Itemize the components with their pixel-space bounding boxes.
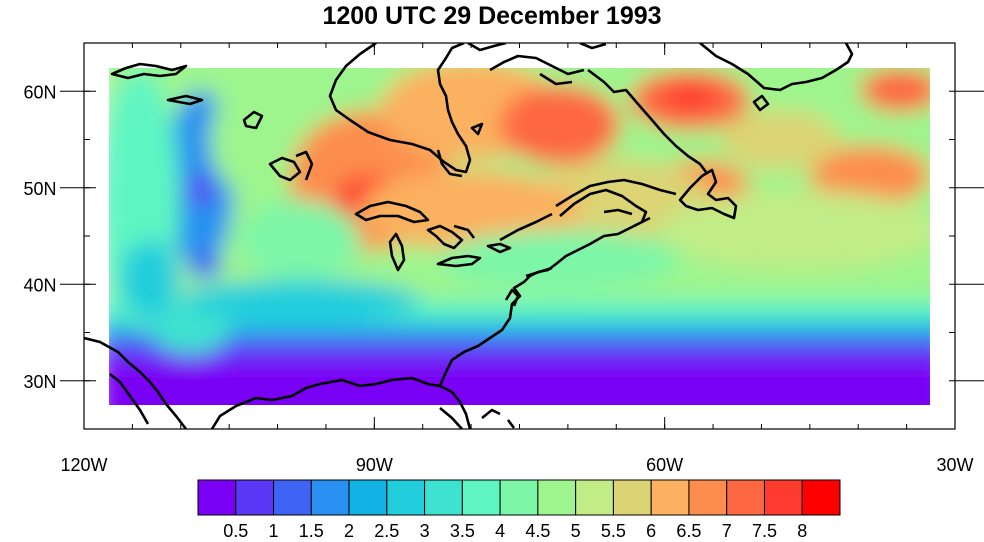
coastline-james-bay: [436, 149, 463, 178]
field-band: [109, 342, 930, 360]
contour-region: [240, 200, 360, 280]
colorbar: [197, 479, 841, 516]
contour-region: [189, 251, 221, 279]
colorbar-label: 3: [420, 521, 430, 541]
contour-region: [720, 110, 840, 170]
coastline-island-3: [242, 110, 264, 130]
colorbar-label: 4.5: [525, 521, 550, 541]
lake-superior: [354, 200, 430, 224]
lon-tick-label: 60W: [646, 455, 683, 475]
colorbar-swatch: [235, 479, 275, 516]
colorbar-label: 7.5: [752, 521, 777, 541]
contour-region: [120, 240, 180, 320]
coastline-maritimes: [559, 188, 648, 223]
contour-region: [660, 190, 930, 270]
coastline-ungava: [467, 43, 507, 52]
coastlines: [84, 43, 854, 429]
coastline-hudson-bay: [328, 43, 472, 174]
contour-region: [210, 80, 310, 200]
coastline-island-1: [110, 62, 188, 80]
colorbar-swatch: [348, 479, 388, 516]
contour-region: [664, 82, 716, 110]
contour-region: [360, 170, 580, 250]
map-title: 1200 UTC 29 December 1993: [322, 2, 662, 30]
contour-region: [150, 306, 230, 354]
coastline-yucatan: [439, 407, 463, 429]
colorbar-swatch: [688, 479, 728, 516]
lat-tick-label: 30N: [23, 372, 56, 392]
colorbar-swatch: [726, 479, 765, 516]
lon-tick-label: 30W: [936, 455, 973, 475]
lake-erie: [436, 254, 482, 268]
colorbar-swatch: [386, 479, 426, 516]
contour-region: [500, 85, 620, 165]
lake-huron: [426, 224, 476, 250]
coastline-longisland: [525, 266, 553, 278]
coastline-chesapeake: [504, 288, 520, 307]
lat-tick-label: 40N: [23, 275, 56, 295]
contour-region: [860, 68, 930, 112]
coastline-island-2: [166, 94, 204, 106]
lake-ontario: [486, 242, 512, 254]
coastline-labrador: [587, 68, 708, 173]
colorbar-label: 2: [344, 521, 354, 541]
colorbar-label: 5.5: [601, 521, 626, 541]
coastline-baja: [109, 372, 150, 425]
coastline-newfoundland: [678, 168, 738, 220]
colorbar-label: 2.5: [374, 521, 399, 541]
coastline-island-4: [268, 150, 314, 182]
colorbar-swatch: [801, 479, 841, 516]
lon-tick-label: 90W: [356, 455, 393, 475]
colorbar-swatch: [273, 479, 312, 516]
colorbar-label: 1: [269, 521, 279, 541]
colorbar-label: 3.5: [450, 521, 475, 541]
colorbar-label: 8: [797, 521, 807, 541]
colorbar-label: 7: [722, 521, 732, 541]
field-band: [109, 360, 930, 405]
coastline-greenland-small: [752, 94, 770, 112]
coastline-baffin: [579, 43, 854, 92]
lat-tick-label: 50N: [23, 179, 56, 199]
colorbar-label: 1.5: [299, 521, 324, 541]
contour-region: [180, 280, 420, 320]
colorbar-label: 6.5: [676, 521, 701, 541]
axis-ticks: [60, 42, 984, 430]
contour-region: [186, 176, 214, 204]
colorbar-swatch: [537, 479, 577, 516]
field-band: [109, 330, 930, 342]
coastline-hudson-strait: [489, 54, 585, 86]
colorbar-swatch: [575, 479, 614, 516]
colorbar-swatch: [197, 479, 237, 516]
colorbar-labels: 0.5 1 1.5 2 2.5 3 3.5 4 4.5 5 5.5 6 6.5 7 7.5 8: [223, 521, 807, 541]
colorbar-label: 0.5: [223, 521, 248, 541]
coastline-east: [438, 216, 651, 387]
coastline-gulf-stlawrence: [555, 178, 677, 208]
colorbar-label: 5: [571, 521, 581, 541]
colorbar-swatch: [461, 479, 501, 516]
coastline-cuba: [481, 408, 516, 429]
colorbar-label: 4: [495, 521, 505, 541]
colorbar-swatch: [650, 479, 690, 516]
axis-tick-labels: 120W 90W 60W 30W 30N 40N 50N 60N: [23, 82, 973, 475]
coastline-stlawrence: [499, 212, 553, 242]
coastline-island-5: [470, 122, 484, 136]
lat-tick-label: 60N: [23, 82, 56, 102]
lon-tick-label: 120W: [60, 455, 107, 475]
field-band: [109, 318, 930, 330]
coastline-mexico-gulf: [210, 376, 472, 429]
colorbar-label: 6: [646, 521, 656, 541]
colorbar-swatch: [763, 479, 803, 516]
colorbar-swatch: [310, 479, 350, 516]
colorbar-swatch: [612, 479, 652, 516]
contour-field: [109, 68, 930, 405]
contour-region: [810, 145, 930, 205]
coastline-west: [84, 336, 188, 429]
colorbar-swatch: [424, 479, 463, 516]
lake-michigan: [388, 232, 406, 272]
colorbar-swatch: [499, 479, 539, 516]
